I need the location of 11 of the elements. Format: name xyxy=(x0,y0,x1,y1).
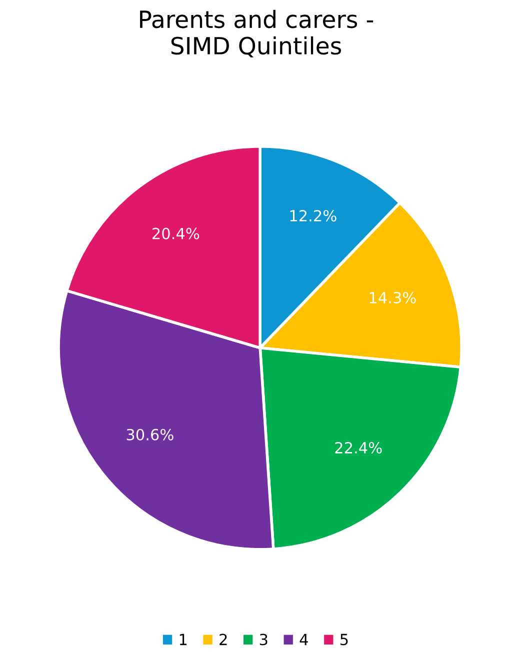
chart-title: Parents and carers - SIMD Quintiles xyxy=(140,10,374,58)
legend-label: 2 xyxy=(220,634,227,646)
legend-label: 4 xyxy=(300,634,308,646)
data-label: 22.4% xyxy=(335,442,382,454)
legend-label: 3 xyxy=(260,634,268,646)
data-label: 12.2% xyxy=(290,210,336,222)
legend-label: 5 xyxy=(340,634,348,646)
data-label: 14.3% xyxy=(370,292,416,304)
data-label: 30.6% xyxy=(126,428,174,440)
legend-label: 1 xyxy=(180,634,187,646)
data-label: 20.4% xyxy=(152,228,200,240)
